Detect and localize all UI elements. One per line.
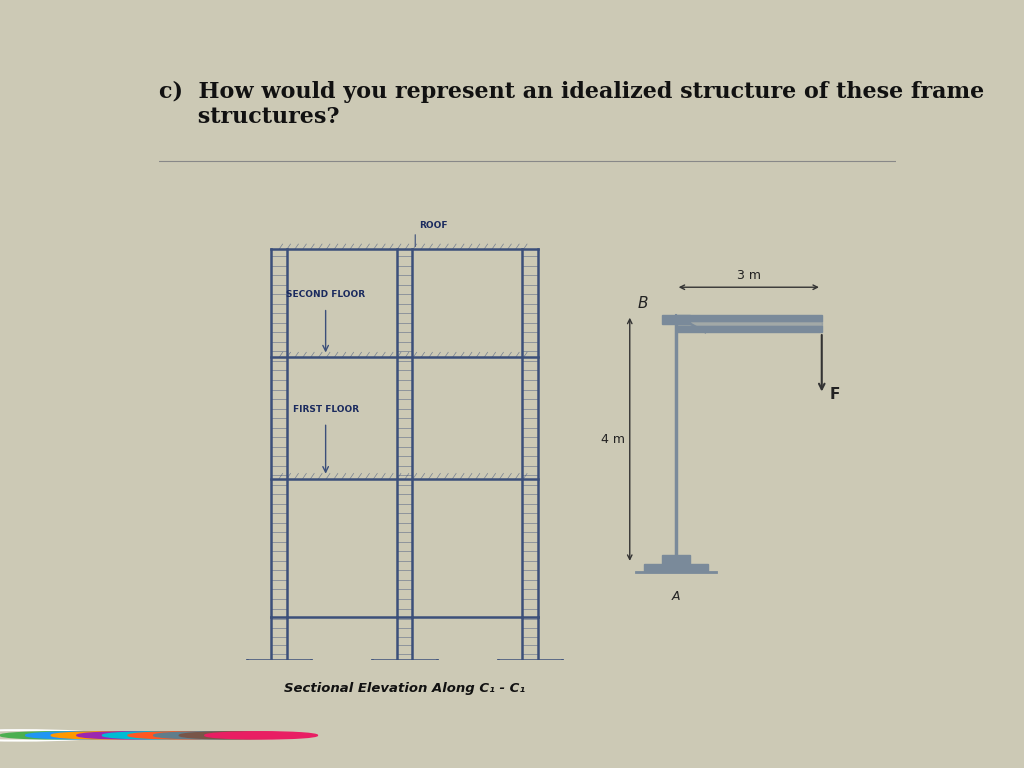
Bar — [644, 564, 708, 572]
Text: 3 m: 3 m — [737, 269, 761, 282]
Circle shape — [0, 732, 113, 739]
Circle shape — [179, 732, 292, 739]
Text: 4 m: 4 m — [601, 433, 625, 445]
Circle shape — [128, 732, 241, 739]
Bar — [676, 326, 821, 332]
Text: Sectional Elevation Along C₁ - C₁: Sectional Elevation Along C₁ - C₁ — [284, 682, 525, 695]
Text: B: B — [637, 296, 648, 312]
Circle shape — [205, 732, 317, 739]
Circle shape — [26, 732, 138, 739]
Text: ROOF: ROOF — [419, 220, 447, 230]
Text: F: F — [829, 387, 840, 402]
Circle shape — [77, 732, 189, 739]
Circle shape — [154, 732, 266, 739]
Bar — [675, 323, 677, 555]
Text: SECOND FLOOR: SECOND FLOOR — [286, 290, 366, 300]
Bar — [676, 321, 821, 326]
Bar — [676, 315, 821, 321]
Text: c)  How would you represent an idealized structure of these frame
     structure: c) How would you represent an idealized … — [159, 81, 984, 128]
Text: FIRST FLOOR: FIRST FLOOR — [293, 405, 358, 414]
Circle shape — [51, 732, 164, 739]
Bar — [662, 315, 690, 323]
Text: A: A — [672, 590, 680, 603]
Circle shape — [102, 732, 215, 739]
Bar — [662, 555, 690, 564]
